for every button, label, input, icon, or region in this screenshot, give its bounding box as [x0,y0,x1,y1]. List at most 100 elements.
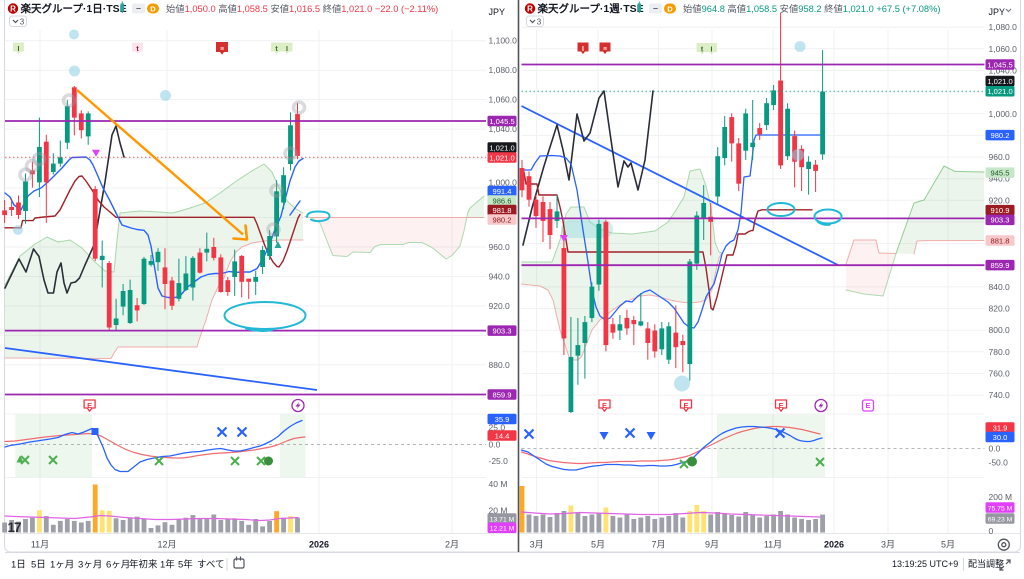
svg-text:1,060.0: 1,060.0 [989,44,1018,54]
svg-text:≡: ≡ [603,46,607,53]
svg-text:1,000.0: 1,000.0 [989,109,1018,119]
svg-text:740.0: 740.0 [989,390,1011,400]
svg-text:5月: 5月 [941,540,955,550]
svg-text:1,080.0: 1,080.0 [489,65,518,75]
svg-text:17: 17 [8,520,22,535]
svg-text:903.3: 903.3 [492,326,511,335]
svg-text:3月: 3月 [881,540,895,550]
svg-text:945.5: 945.5 [990,169,1009,178]
svg-text:13:19:25 UTC+9: 13:19:25 UTC+9 [892,559,958,569]
svg-text:20 M: 20 M [489,506,508,516]
svg-text:E: E [87,401,92,410]
svg-text:1日: 1日 [11,560,26,571]
svg-text:910.9: 910.9 [990,206,1009,215]
svg-text:760.0: 760.0 [989,368,1011,378]
svg-text:≡: ≡ [220,46,224,53]
svg-text:820.0: 820.0 [989,304,1011,314]
svg-text:配当調整: 配当調整 [968,558,1004,569]
svg-text:980.2: 980.2 [990,131,1009,140]
svg-text:E: E [778,401,783,410]
svg-text:始値1,050.0 高値1,058.5 安値1,016.5: 始値1,050.0 高値1,058.5 安値1,016.5 終値1,021.0 … [166,3,438,14]
svg-text:楽天グループ·1週·TSE: 楽天グループ·1週·TSE [537,2,644,15]
svg-text:1,040.0: 1,040.0 [489,124,518,134]
svg-text:1,040.0: 1,040.0 [989,66,1018,76]
svg-text:1,045.5: 1,045.5 [987,60,1012,69]
svg-text:1,021.0: 1,021.0 [987,87,1012,96]
svg-text:2月: 2月 [445,540,459,550]
svg-text:E: E [602,401,607,410]
svg-text:1,000.0: 1,000.0 [489,178,518,188]
svg-text:30.0: 30.0 [993,433,1008,442]
svg-text:6ヶ月: 6ヶ月 [106,560,130,571]
svg-text:0.0: 0.0 [489,440,501,450]
svg-text:981.8: 981.8 [492,206,511,215]
svg-text:3月: 3月 [530,540,544,550]
svg-text:0.0: 0.0 [989,444,1001,454]
svg-text:880.0: 880.0 [489,360,511,370]
svg-text:840.0: 840.0 [989,282,1011,292]
svg-text:5月: 5月 [591,540,605,550]
svg-text:14.4: 14.4 [495,431,510,440]
svg-text:1年: 1年 [160,559,175,571]
svg-text:3ヶ月: 3ヶ月 [78,560,102,571]
svg-text:1,045.5: 1,045.5 [489,117,514,126]
svg-text:25.0: 25.0 [489,423,506,433]
svg-text:JPY: JPY [989,7,1006,17]
svg-text:–: – [136,3,141,13]
svg-text:3: 3 [20,18,25,27]
svg-text:859.9: 859.9 [492,390,511,399]
svg-text:881.8: 881.8 [990,236,1009,245]
svg-text:11月: 11月 [764,540,782,550]
svg-text:I: I [711,46,713,53]
svg-text:1,021.0: 1,021.0 [987,77,1012,86]
svg-text:986.6: 986.6 [492,196,511,205]
svg-text:960.0: 960.0 [489,242,511,252]
svg-text:t: t [275,46,278,53]
svg-text:R: R [10,5,16,14]
svg-text:1,021.0: 1,021.0 [489,143,514,152]
svg-text:楽天グループ·1日·TSE: 楽天グループ·1日·TSE [20,2,127,15]
svg-text:75.75 M: 75.75 M [988,505,1013,512]
svg-text:903.3: 903.3 [990,216,1009,225]
svg-text:920.0: 920.0 [989,195,1011,205]
svg-text:2026: 2026 [309,540,329,550]
svg-text:7月: 7月 [651,540,665,550]
svg-text:2026: 2026 [824,540,844,550]
svg-text:12.21 M: 12.21 M [490,526,515,533]
svg-text:I: I [18,46,20,53]
svg-text:13.71 M: 13.71 M [490,516,515,523]
svg-text:991.4: 991.4 [492,187,511,196]
svg-text:1,021.0: 1,021.0 [489,153,514,162]
svg-text:859.9: 859.9 [990,261,1009,270]
svg-text:69.23 M: 69.23 M [988,516,1013,523]
svg-text:-25.0: -25.0 [489,456,509,466]
svg-text:D: D [150,4,156,13]
svg-text:12月: 12月 [157,540,176,550]
svg-text:すべて: すべて [197,560,224,571]
svg-text:–: – [653,3,658,13]
svg-text:I: I [582,46,584,53]
svg-text:40 M: 40 M [489,479,508,489]
svg-text:3: 3 [537,18,542,27]
svg-text:35.9: 35.9 [495,415,510,424]
svg-text:980.2: 980.2 [492,215,511,224]
svg-text:始値964.8 高値1,058.5 安値958.2 終値1,: 始値964.8 高値1,058.5 安値958.2 終値1,021.0 +67.… [683,3,940,14]
svg-text:t: t [701,46,704,53]
svg-text:D: D [667,4,673,13]
svg-text:940.0: 940.0 [489,272,511,282]
svg-text:780.0: 780.0 [989,347,1011,357]
svg-text:960.0: 960.0 [989,152,1011,162]
svg-text:R: R [527,5,533,14]
svg-text:800.0: 800.0 [989,325,1011,335]
svg-text:1,060.0: 1,060.0 [489,95,518,105]
svg-text:E: E [865,401,870,410]
svg-text:1ヶ月: 1ヶ月 [50,560,74,571]
svg-text:5年: 5年 [178,559,193,571]
svg-text:0: 0 [989,526,994,536]
svg-text:I: I [286,46,288,53]
svg-text:-50.0: -50.0 [989,458,1009,468]
svg-text:JPY: JPY [489,7,506,17]
svg-text:11月: 11月 [31,540,49,550]
svg-text:200 M: 200 M [989,492,1013,502]
svg-text:1,080.0: 1,080.0 [989,22,1018,32]
